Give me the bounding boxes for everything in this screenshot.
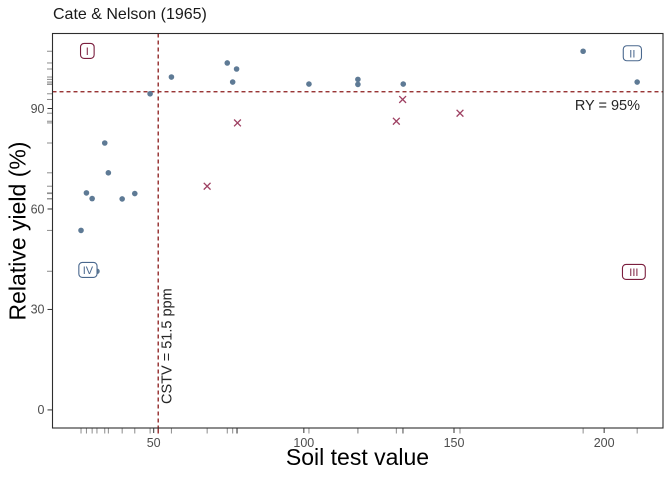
quadrant-label-II: II: [629, 48, 635, 60]
data-point-dot: [634, 79, 640, 85]
data-point-cross: [456, 109, 464, 118]
data-point-cross: [398, 95, 407, 104]
x-axis-tick-label: 200: [594, 436, 615, 450]
x-axis-tick-label: 50: [147, 436, 161, 450]
x-axis-tick-label: 150: [444, 436, 465, 450]
data-point-cross: [203, 182, 212, 191]
plot-title: Cate & Nelson (1965): [53, 6, 207, 23]
data-point-dot: [89, 195, 95, 202]
data-point-dot: [119, 196, 125, 202]
x-axis-title: Soil test value: [285, 444, 430, 470]
quadrant-label-III: III: [629, 267, 638, 279]
quadrant-box-IV: [78, 261, 98, 278]
data-point-dot: [306, 81, 312, 87]
ry-annotation: RY = 95%: [575, 98, 640, 114]
x-axis-tick-label: 100: [293, 436, 314, 450]
quadrant-label-IV: IV: [83, 265, 94, 277]
data-point-dot: [83, 190, 90, 196]
data-point-cross: [233, 119, 242, 127]
data-point-dot: [233, 66, 240, 72]
data-point-dot: [147, 90, 153, 97]
y-axis-tick-label: 60: [31, 202, 45, 216]
cstv-annotation: CSTV = 51.5 ppm: [160, 288, 176, 404]
panel-border: [51, 32, 664, 429]
data-point-dot: [229, 79, 236, 85]
data-point-dot: [355, 76, 361, 83]
data-point-dot: [131, 190, 138, 197]
y-axis-tick-label: 0: [38, 403, 45, 417]
data-point-dot: [78, 227, 84, 234]
data-point-dot: [580, 48, 586, 55]
quadrant-box-II: [622, 45, 643, 62]
quadrant-label-I: I: [86, 46, 89, 58]
data-point-dot: [224, 60, 231, 66]
quadrant-box-I: [79, 42, 95, 59]
quadrant-box-III: [621, 263, 646, 280]
y-axis-title: Relative yield (%): [4, 141, 31, 321]
data-point-dot: [400, 81, 407, 87]
y-axis-tick-label: 90: [31, 102, 45, 116]
data-point-dot: [168, 74, 175, 80]
data-point-dot: [355, 81, 361, 88]
data-point-dot: [105, 170, 112, 176]
data-point-dot: [101, 140, 108, 146]
data-point-cross: [392, 117, 401, 126]
y-axis-tick-label: 30: [31, 303, 45, 317]
